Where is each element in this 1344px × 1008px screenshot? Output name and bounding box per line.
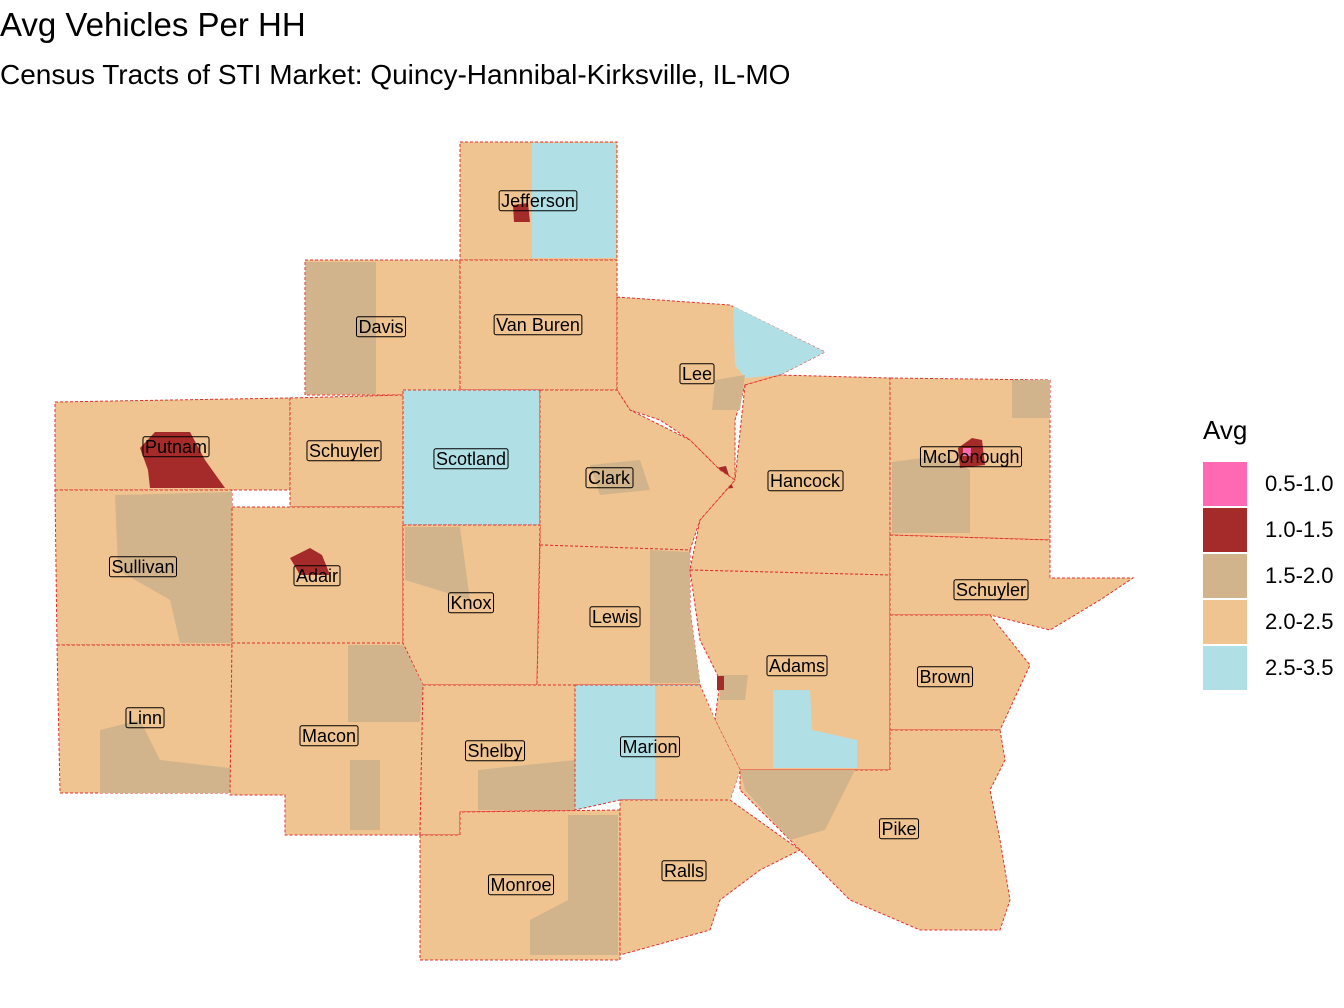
- legend: 0.5-1.0 1.0-1.5 1.5-2.0 2.0-2.5 2.5-3.5: [1203, 462, 1334, 690]
- county-name: Knox: [450, 593, 491, 613]
- county-label: Pike: [878, 818, 920, 840]
- county-name: Marion: [622, 737, 677, 757]
- label-box: [487, 874, 555, 896]
- county-name: Scotland: [436, 449, 506, 469]
- label-box: [661, 860, 707, 882]
- county-name: Sullivan: [111, 557, 174, 577]
- label-box: [919, 446, 1023, 468]
- legend-label: 2.5-3.5: [1265, 655, 1334, 680]
- county-label: Lee: [679, 363, 715, 385]
- label-box: [433, 448, 509, 470]
- county-label: Jefferson: [498, 190, 578, 212]
- county-label: Adams: [766, 655, 828, 677]
- county-name: Schuyler: [309, 441, 379, 461]
- legend-swatch: [1203, 646, 1247, 690]
- county-label: Schuyler: [953, 579, 1029, 601]
- county-name: Pike: [881, 819, 916, 839]
- label-box: [108, 556, 178, 578]
- county-name: Adair: [296, 566, 338, 586]
- label-box: [878, 818, 920, 840]
- county-label: Putnam: [142, 436, 210, 458]
- label-box: [498, 190, 578, 212]
- label-box: [767, 470, 844, 492]
- legend-label: 1.0-1.5: [1265, 517, 1334, 542]
- label-box: [299, 725, 359, 747]
- county-label: Adair: [293, 565, 341, 587]
- county-label: Hancock: [767, 470, 844, 492]
- county-name: Putnam: [145, 437, 207, 457]
- county-name: Clark: [588, 468, 631, 488]
- county-label: McDonough: [919, 446, 1023, 468]
- label-box: [447, 592, 495, 614]
- legend-label: 2.0-2.5: [1265, 609, 1334, 634]
- county-label: Brown: [916, 666, 974, 688]
- county-label: Davis: [355, 316, 407, 338]
- county-label: Clark: [585, 467, 634, 489]
- label-box: [619, 736, 681, 758]
- subtitle: Census Tracts of STI Market: Quincy-Hann…: [0, 59, 790, 90]
- county-name: Van Buren: [496, 315, 580, 335]
- county-label: Schuyler: [306, 440, 382, 462]
- county-name: Brown: [919, 667, 970, 687]
- county-label: Lewis: [589, 606, 641, 628]
- map-shapes: [54, 141, 1135, 961]
- label-box: [306, 440, 382, 462]
- legend-swatch: [1203, 508, 1247, 552]
- county-name: McDonough: [922, 447, 1019, 467]
- label-box: [355, 316, 407, 338]
- label-box: [953, 579, 1029, 601]
- county-label: Ralls: [661, 860, 707, 882]
- county-label: Shelby: [464, 740, 526, 762]
- label-box: [679, 363, 715, 385]
- label-box: [916, 666, 974, 688]
- label-box: [493, 314, 583, 336]
- label-box: [464, 740, 526, 762]
- county-name: Jefferson: [501, 191, 575, 211]
- county-label: Van Buren: [493, 314, 583, 336]
- label-box: [142, 436, 210, 458]
- county-name: Linn: [128, 708, 162, 728]
- county-name: Schuyler: [956, 580, 1026, 600]
- county-name: Monroe: [490, 875, 551, 895]
- label-box: [293, 565, 341, 587]
- county-label: Linn: [125, 707, 165, 729]
- county-name: Ralls: [664, 861, 704, 881]
- legend-swatch: [1203, 554, 1247, 598]
- county-label: Macon: [299, 725, 359, 747]
- county-name: Lee: [682, 364, 712, 384]
- legend-label: 0.5-1.0: [1265, 471, 1334, 496]
- legend-label: 1.5-2.0: [1265, 563, 1334, 588]
- county-label: Scotland: [433, 448, 509, 470]
- county-label: Marion: [619, 736, 681, 758]
- county-name: Adams: [769, 656, 825, 676]
- label-box: [766, 655, 828, 677]
- county-name: Shelby: [467, 741, 522, 761]
- county-labels: Jefferson Davis Van Buren Lee Putnam Schuyler…: [108, 190, 1029, 896]
- legend-swatch: [1203, 462, 1247, 506]
- label-box: [589, 606, 641, 628]
- county-label: Sullivan: [108, 556, 178, 578]
- county-name: Macon: [302, 726, 356, 746]
- county-name: Davis: [358, 317, 403, 337]
- county-label: Monroe: [487, 874, 555, 896]
- county-name: Hancock: [770, 471, 841, 491]
- county-label: Knox: [447, 592, 495, 614]
- legend-swatch: [1203, 600, 1247, 644]
- county-name: Lewis: [592, 607, 638, 627]
- legend-title: Avg: [1203, 415, 1247, 445]
- label-box: [585, 467, 634, 489]
- title: Avg Vehicles Per HH: [0, 6, 306, 43]
- label-box: [125, 707, 165, 729]
